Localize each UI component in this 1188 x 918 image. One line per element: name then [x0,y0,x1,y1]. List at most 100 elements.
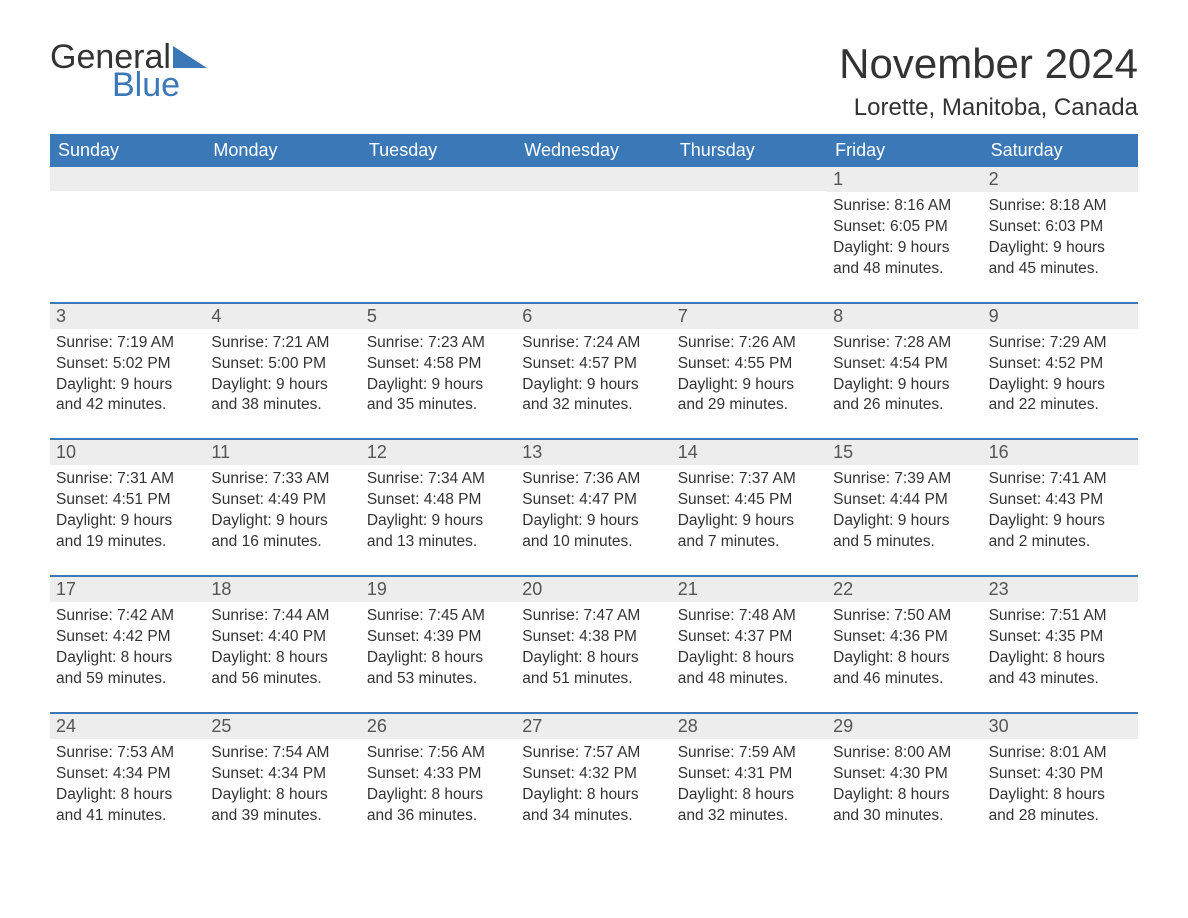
calendar-day: 23Sunrise: 7:51 AMSunset: 4:35 PMDayligh… [983,577,1138,696]
day-dl1: Daylight: 9 hours [211,375,354,396]
day-number: 20 [516,577,671,602]
dow-monday: Monday [205,134,360,167]
day-dl2: and 32 minutes. [678,806,821,827]
day-sunset: Sunset: 4:32 PM [522,764,665,785]
weeks-container: 1Sunrise: 8:16 AMSunset: 6:05 PMDaylight… [50,167,1138,832]
day-info: Sunrise: 7:19 AMSunset: 5:02 PMDaylight:… [56,333,199,417]
day-sunset: Sunset: 4:51 PM [56,490,199,511]
calendar-day: 28 Sunrise: 7:59 AMSunset: 4:31 PMDayligh… [672,714,827,833]
day-dl2: and 32 minutes. [522,395,665,416]
day-dl1: Daylight: 9 hours [989,511,1132,532]
day-sunset: Sunset: 4:34 PM [211,764,354,785]
day-sunset: Sunset: 6:05 PM [833,217,976,238]
day-dl2: and 42 minutes. [56,395,199,416]
day-sunset: Sunset: 4:45 PM [678,490,821,511]
day-dl1: Daylight: 9 hours [367,375,510,396]
month-title: November 2024 [839,40,1138,88]
day-sunrise: Sunrise: 7:37 AM [678,469,821,490]
day-dl1: Daylight: 9 hours [522,511,665,532]
calendar-day: 22Sunrise: 7:50 AMSunset: 4:36 PMDayligh… [827,577,982,696]
day-dl1: Daylight: 9 hours [522,375,665,396]
calendar-day: 26Sunrise: 7:56 AMSunset: 4:33 PMDayligh… [361,714,516,833]
day-dl1: Daylight: 8 hours [367,785,510,806]
day-sunset: Sunset: 4:30 PM [833,764,976,785]
day-sunrise: Sunrise: 8:01 AM [989,743,1132,764]
day-info: Sunrise: 7:45 AMSunset: 4:39 PMDaylight:… [367,606,510,690]
day-dl2: and 46 minutes. [833,669,976,690]
brand-word-2: Blue [112,68,207,102]
day-dl1: Daylight: 8 hours [211,785,354,806]
day-number: 26 [361,714,516,739]
day-number: 23 [983,577,1138,602]
day-info: Sunrise: 7:36 AMSunset: 4:47 PMDaylight:… [522,469,665,553]
calendar-day [672,167,827,286]
day-number: 25 [205,714,360,739]
calendar-week: 17Sunrise: 7:42 AMSunset: 4:42 PMDayligh… [50,575,1138,696]
day-dl2: and 48 minutes. [833,259,976,280]
day-number: 16 [983,440,1138,465]
calendar-day: 8 Sunrise: 7:28 AMSunset: 4:54 PMDaylight… [827,304,982,423]
day-sunrise: Sunrise: 7:29 AM [989,333,1132,354]
sail-icon [173,46,207,68]
day-dl2: and 7 minutes. [678,532,821,553]
calendar-day: 5Sunrise: 7:23 AMSunset: 4:58 PMDaylight… [361,304,516,423]
day-sunset: Sunset: 4:30 PM [989,764,1132,785]
day-dl2: and 16 minutes. [211,532,354,553]
day-info: Sunrise: 7:28 AMSunset: 4:54 PMDaylight:… [833,333,976,417]
day-info: Sunrise: 7:26 AMSunset: 4:55 PMDaylight:… [678,333,821,417]
day-dl2: and 29 minutes. [678,395,821,416]
calendar-day: 10Sunrise: 7:31 AMSunset: 4:51 PMDayligh… [50,440,205,559]
day-info: Sunrise: 7:21 AMSunset: 5:00 PMDaylight:… [211,333,354,417]
day-sunset: Sunset: 4:34 PM [56,764,199,785]
day-sunrise: Sunrise: 7:56 AM [367,743,510,764]
calendar-day: 21Sunrise: 7:48 AMSunset: 4:37 PMDayligh… [672,577,827,696]
dow-friday: Friday [827,134,982,167]
day-info: Sunrise: 7:57 AMSunset: 4:32 PMDaylight:… [522,743,665,827]
calendar: Sunday Monday Tuesday Wednesday Thursday… [50,134,1138,832]
day-number: 8 [827,304,982,329]
day-dl1: Daylight: 8 hours [989,785,1132,806]
day-dl1: Daylight: 8 hours [522,785,665,806]
day-info: Sunrise: 7:34 AMSunset: 4:48 PMDaylight:… [367,469,510,553]
day-dl2: and 26 minutes. [833,395,976,416]
calendar-day [205,167,360,286]
day-dl2: and 48 minutes. [678,669,821,690]
day-sunset: Sunset: 5:00 PM [211,354,354,375]
calendar-day: 11Sunrise: 7:33 AMSunset: 4:49 PMDayligh… [205,440,360,559]
day-info: Sunrise: 7:39 AMSunset: 4:44 PMDaylight:… [833,469,976,553]
day-sunrise: Sunrise: 7:26 AM [678,333,821,354]
day-info: Sunrise: 7:54 AMSunset: 4:34 PMDaylight:… [211,743,354,827]
day-dl1: Daylight: 9 hours [833,511,976,532]
day-info: Sunrise: 7:31 AMSunset: 4:51 PMDaylight:… [56,469,199,553]
day-info: Sunrise: 7:42 AMSunset: 4:42 PMDaylight:… [56,606,199,690]
calendar-day: 14Sunrise: 7:37 AMSunset: 4:45 PMDayligh… [672,440,827,559]
day-sunset: Sunset: 6:03 PM [989,217,1132,238]
day-info: Sunrise: 7:59 AMSunset: 4:31 PMDaylight:… [678,743,821,827]
day-info: Sunrise: 7:50 AMSunset: 4:36 PMDaylight:… [833,606,976,690]
day-number: 7 [672,304,827,329]
day-number: 12 [361,440,516,465]
day-number: 21 [672,577,827,602]
calendar-day: 19Sunrise: 7:45 AMSunset: 4:39 PMDayligh… [361,577,516,696]
day-dl1: Daylight: 9 hours [833,238,976,259]
calendar-day: 3Sunrise: 7:19 AMSunset: 5:02 PMDaylight… [50,304,205,423]
day-sunrise: Sunrise: 7:51 AM [989,606,1132,627]
calendar-day: 4Sunrise: 7:21 AMSunset: 5:00 PMDaylight… [205,304,360,423]
day-sunrise: Sunrise: 7:44 AM [211,606,354,627]
day-dl1: Daylight: 8 hours [833,648,976,669]
calendar-day: 30Sunrise: 8:01 AMSunset: 4:30 PMDayligh… [983,714,1138,833]
day-sunrise: Sunrise: 7:57 AM [522,743,665,764]
day-dl1: Daylight: 8 hours [367,648,510,669]
day-sunrise: Sunrise: 7:21 AM [211,333,354,354]
calendar-day: 20Sunrise: 7:47 AMSunset: 4:38 PMDayligh… [516,577,671,696]
day-dl1: Daylight: 8 hours [678,785,821,806]
header: General Blue November 2024 Lorette, Mani… [50,40,1138,122]
day-number: 28 [672,714,827,739]
day-dl1: Daylight: 9 hours [56,511,199,532]
day-dl2: and 43 minutes. [989,669,1132,690]
location: Lorette, Manitoba, Canada [839,94,1138,122]
day-number: 27 [516,714,671,739]
day-info: Sunrise: 7:23 AMSunset: 4:58 PMDaylight:… [367,333,510,417]
day-dl1: Daylight: 9 hours [678,375,821,396]
day-info: Sunrise: 8:16 AMSunset: 6:05 PMDaylight:… [833,196,976,280]
